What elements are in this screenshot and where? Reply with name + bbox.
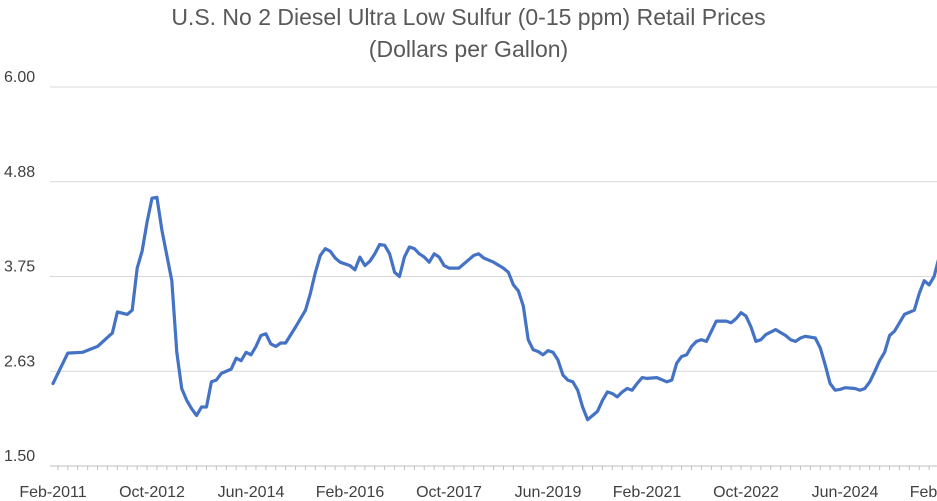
x-tick-label: Feb-2026 — [910, 484, 937, 501]
x-tick-label: Feb-2021 — [613, 484, 682, 501]
y-tick-label: 1.50 — [4, 448, 35, 465]
x-tick-label: Jun-2019 — [515, 484, 582, 501]
x-axis-labels: Feb-2011 Oct-2012 Jun-2014 Feb-2016 Oct-2017… — [19, 484, 937, 501]
x-axis — [50, 465, 937, 470]
chart-subtitle: (Dollars per Gallon) — [368, 36, 569, 62]
x-tick-label: Oct-2022 — [713, 484, 779, 501]
y-tick-label: 2.63 — [4, 353, 35, 370]
gridlines — [50, 86, 937, 372]
x-tick-label: Feb-2011 — [19, 484, 86, 501]
chart-title: U.S. No 2 Diesel Ultra Low Sulfur (0-15 … — [171, 4, 766, 30]
y-tick-label: 4.88 — [4, 164, 35, 181]
x-tick-label: Oct-2017 — [416, 484, 482, 501]
y-tick-label: 6.00 — [4, 69, 35, 86]
x-tick-label: Feb-2016 — [316, 484, 385, 501]
y-tick-label: 3.75 — [4, 259, 35, 276]
series-line — [51, 195, 937, 422]
x-tick-label: Jun-2024 — [812, 484, 879, 501]
y-axis-labels: 6.00 4.88 3.75 2.63 1.50 — [4, 69, 35, 465]
x-tick-label: Jun-2014 — [218, 484, 285, 501]
x-tick-label: Oct-2012 — [119, 484, 185, 501]
series-group — [51, 195, 937, 422]
